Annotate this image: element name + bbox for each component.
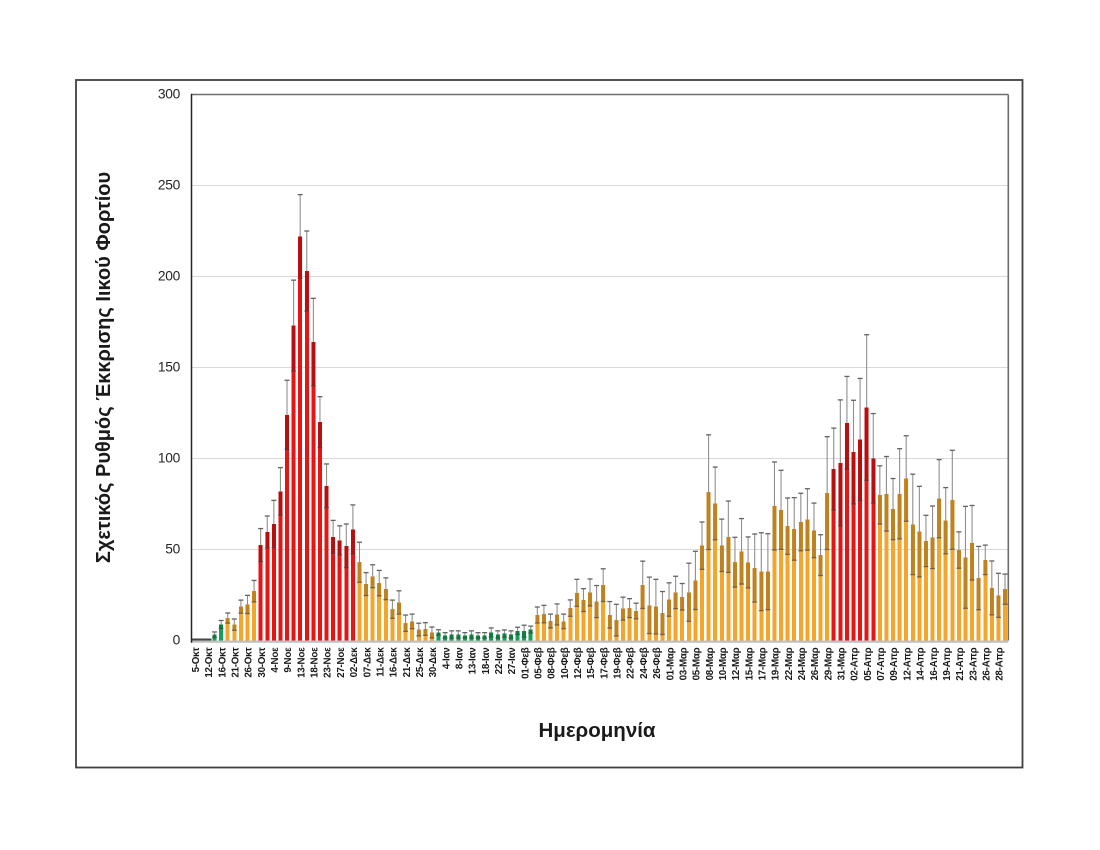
svg-text:300: 300 xyxy=(158,87,181,102)
svg-text:09-Απρ: 09-Απρ xyxy=(889,647,900,680)
svg-text:10-Μαρ: 10-Μαρ xyxy=(718,647,729,680)
svg-text:30-Δεκ: 30-Δεκ xyxy=(428,647,439,678)
svg-text:23-Απρ: 23-Απρ xyxy=(968,647,979,680)
svg-text:24-Μαρ: 24-Μαρ xyxy=(797,647,808,680)
svg-text:01-Μαρ: 01-Μαρ xyxy=(665,647,676,680)
svg-text:12-Απρ: 12-Απρ xyxy=(902,647,913,680)
svg-text:02-Απρ: 02-Απρ xyxy=(850,647,861,680)
svg-text:5-Οκτ: 5-Οκτ xyxy=(191,647,202,673)
svg-text:19-Απρ: 19-Απρ xyxy=(942,647,953,680)
svg-text:12-Φεβ: 12-Φεβ xyxy=(573,647,584,679)
svg-text:14-Απρ: 14-Απρ xyxy=(916,647,927,680)
svg-text:10-Φεβ: 10-Φεβ xyxy=(560,647,571,679)
svg-text:02-Δεκ: 02-Δεκ xyxy=(349,647,360,678)
svg-text:Ημερομηνία: Ημερομηνία xyxy=(538,719,655,742)
svg-text:19-Μαρ: 19-Μαρ xyxy=(771,647,782,680)
svg-text:01-Φεβ: 01-Φεβ xyxy=(520,647,531,679)
svg-text:26-Μαρ: 26-Μαρ xyxy=(810,647,821,680)
svg-text:07-Δεκ: 07-Δεκ xyxy=(362,647,373,678)
svg-text:26-Φεβ: 26-Φεβ xyxy=(652,647,663,679)
svg-text:29-Μαρ: 29-Μαρ xyxy=(823,647,834,680)
svg-text:4-Νοε: 4-Νοε xyxy=(270,647,281,673)
svg-text:50: 50 xyxy=(165,542,180,557)
svg-text:22-Ιαν: 22-Ιαν xyxy=(494,647,505,675)
svg-text:28-Απρ: 28-Απρ xyxy=(995,647,1006,680)
svg-text:4-Ιαν: 4-Ιαν xyxy=(441,647,452,669)
svg-text:08-Φεβ: 08-Φεβ xyxy=(547,647,558,679)
svg-text:12-Οκτ: 12-Οκτ xyxy=(204,647,215,678)
svg-text:05-Φεβ: 05-Φεβ xyxy=(534,647,545,679)
svg-text:17-Φεβ: 17-Φεβ xyxy=(599,647,610,679)
svg-text:22-Φεβ: 22-Φεβ xyxy=(626,647,637,679)
svg-text:26-Απρ: 26-Απρ xyxy=(981,647,992,680)
svg-text:13-Ιαν: 13-Ιαν xyxy=(468,647,479,675)
svg-text:21-Απρ: 21-Απρ xyxy=(955,647,966,680)
svg-text:150: 150 xyxy=(158,360,181,375)
svg-text:15-Φεβ: 15-Φεβ xyxy=(586,647,597,679)
svg-text:12-Μαρ: 12-Μαρ xyxy=(731,647,742,680)
svg-text:23-Νοε: 23-Νοε xyxy=(323,647,334,678)
svg-text:19-Φεβ: 19-Φεβ xyxy=(613,647,624,679)
svg-text:25-Δεκ: 25-Δεκ xyxy=(415,647,426,678)
svg-text:03-Μαρ: 03-Μαρ xyxy=(678,647,689,680)
svg-text:30-Οκτ: 30-Οκτ xyxy=(257,647,268,678)
svg-text:200: 200 xyxy=(158,269,181,284)
svg-text:100: 100 xyxy=(158,451,181,466)
svg-text:0: 0 xyxy=(173,633,181,648)
svg-text:27-Ιαν: 27-Ιαν xyxy=(507,647,518,675)
svg-text:16-Απρ: 16-Απρ xyxy=(929,647,940,680)
svg-text:18-Νοε: 18-Νοε xyxy=(310,647,321,678)
svg-text:18-Ιαν: 18-Ιαν xyxy=(481,647,492,675)
svg-text:16-Οκτ: 16-Οκτ xyxy=(217,647,228,678)
svg-text:26-Οκτ: 26-Οκτ xyxy=(244,647,255,678)
svg-text:31-Μαρ: 31-Μαρ xyxy=(837,647,848,680)
svg-text:24-Φεβ: 24-Φεβ xyxy=(639,647,650,679)
svg-text:8-Ιαν: 8-Ιαν xyxy=(454,647,465,669)
svg-text:05-Απρ: 05-Απρ xyxy=(863,647,874,680)
svg-text:9-Νοε: 9-Νοε xyxy=(283,647,294,673)
svg-text:05-Μαρ: 05-Μαρ xyxy=(692,647,703,680)
svg-text:11-Δεκ: 11-Δεκ xyxy=(375,647,386,677)
svg-text:22-Μαρ: 22-Μαρ xyxy=(784,647,795,680)
svg-text:250: 250 xyxy=(158,178,181,193)
svg-text:Σχετικός Ρυθμός Έκκρισης Ιικού: Σχετικός Ρυθμός Έκκρισης Ιικού Φορτίου xyxy=(93,172,115,563)
svg-text:21-Δεκ: 21-Δεκ xyxy=(402,647,413,678)
svg-text:27-Νοε: 27-Νοε xyxy=(336,647,347,678)
svg-text:16-Δεκ: 16-Δεκ xyxy=(389,647,400,678)
svg-text:15-Μαρ: 15-Μαρ xyxy=(744,647,755,680)
svg-text:21-Οκτ: 21-Οκτ xyxy=(231,647,242,678)
svg-text:17-Μαρ: 17-Μαρ xyxy=(757,647,768,680)
svg-text:13-Νοε: 13-Νοε xyxy=(296,647,307,678)
svg-text:07-Απρ: 07-Απρ xyxy=(876,647,887,680)
svg-text:08-Μαρ: 08-Μαρ xyxy=(705,647,716,680)
